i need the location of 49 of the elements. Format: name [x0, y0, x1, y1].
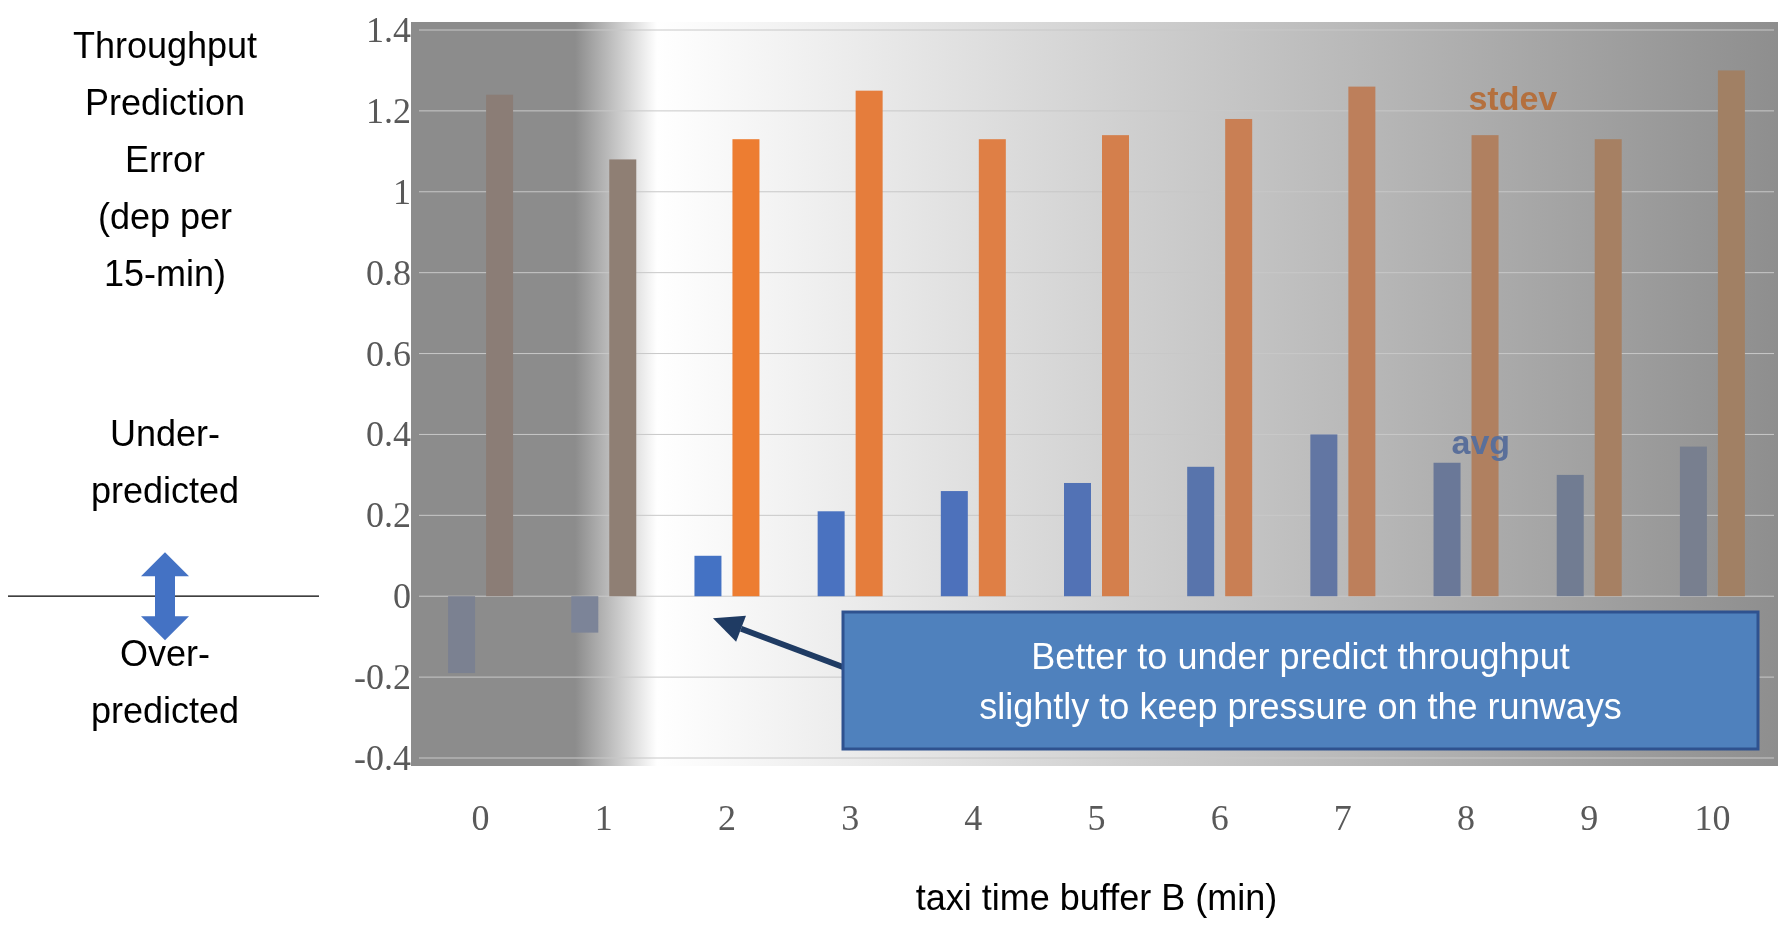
bar	[1064, 482, 1091, 597]
bar	[1102, 135, 1129, 597]
bar	[571, 596, 599, 633]
y-tick-label: 1.4	[366, 10, 411, 50]
bar	[1433, 462, 1461, 597]
x-tick-label: 4	[964, 798, 983, 838]
x-tick-label: 3	[841, 798, 860, 838]
series-label: avg	[1451, 423, 1511, 462]
y-tick-label: -0.2	[354, 657, 411, 698]
x-tick-label: 6	[1210, 798, 1229, 838]
y-tick-label: -0.4	[354, 738, 411, 778]
x-tick-label: 1	[594, 798, 613, 838]
bar	[940, 491, 968, 597]
bar	[609, 159, 637, 597]
bar	[978, 139, 1006, 597]
x-tick-label: 8	[1457, 798, 1476, 838]
x-tick-label: 9	[1580, 798, 1599, 838]
bar	[1594, 139, 1622, 597]
x-axis-title: taxi time buffer B (min)	[915, 877, 1278, 918]
bar	[1310, 434, 1338, 597]
bar	[1348, 86, 1376, 597]
bar	[732, 139, 760, 597]
y-tick-label: 0.8	[366, 252, 411, 293]
bar	[1225, 118, 1253, 597]
bar	[817, 511, 845, 597]
y-tick-label: 1	[393, 171, 411, 212]
bar	[1717, 70, 1745, 597]
y-tick-label: 0.6	[366, 333, 411, 374]
series-label: stdev	[1468, 79, 1558, 118]
annotation: Better to under predict throughput slightly to keep pressure on the runways	[979, 636, 1622, 727]
x-tick-label: 0	[471, 798, 490, 838]
text: Over-predicted	[90, 633, 240, 732]
x-tick-label: 2	[717, 798, 736, 838]
y-tick-label: 0.2	[366, 495, 411, 536]
y-tick-label: 0.4	[366, 414, 411, 455]
bar	[694, 555, 722, 597]
bar	[448, 596, 476, 674]
y-tick-label: 1.2	[366, 90, 411, 131]
y-tick-label: 0	[393, 576, 411, 617]
bar	[855, 90, 883, 597]
bar	[486, 94, 514, 597]
x-tick-label: 5	[1087, 798, 1106, 838]
text: Under-predicted	[90, 413, 240, 512]
bar	[1556, 474, 1584, 597]
x-tick-label: 10	[1694, 798, 1731, 838]
bar	[1679, 446, 1707, 597]
y-axis-title: Throughput Prediction Error (dep per 15-min)	[72, 25, 258, 294]
bar	[1187, 466, 1215, 597]
x-tick-label: 7	[1333, 798, 1352, 838]
